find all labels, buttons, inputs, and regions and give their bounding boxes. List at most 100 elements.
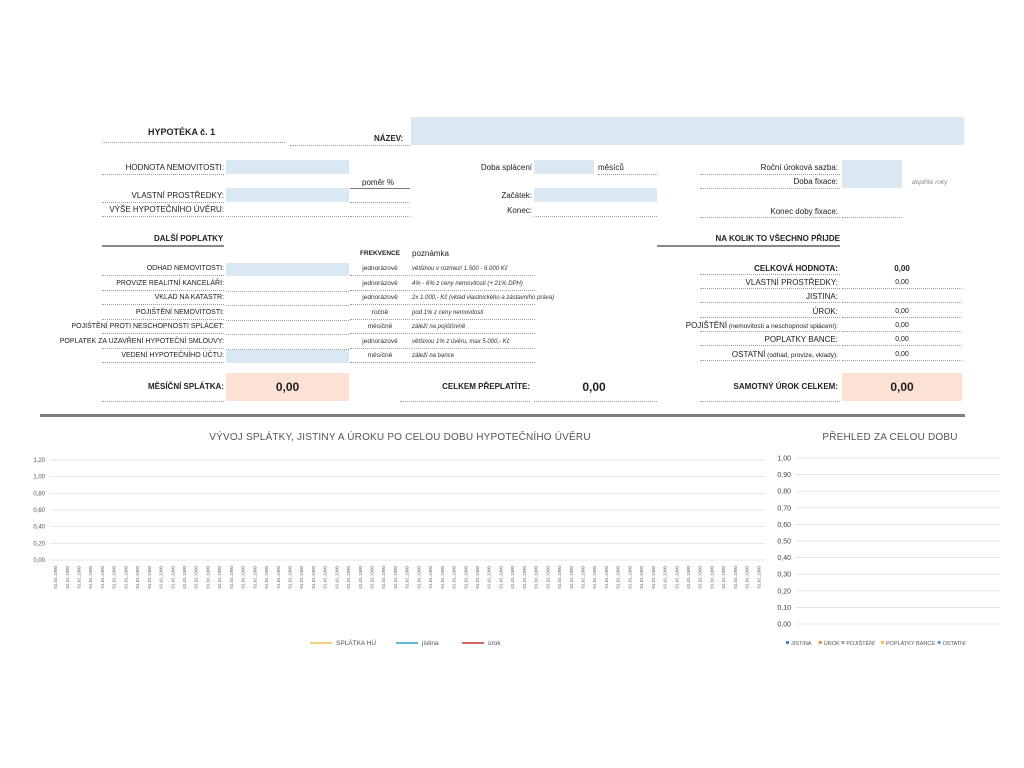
row-underline	[350, 318, 410, 320]
x-tick-label: 01.01.1900	[709, 566, 714, 589]
y-tick-label: 0,50	[777, 539, 791, 546]
summary-label: OSTATNÍ (odhad, provize, vklady):	[600, 350, 838, 359]
x-tick-label: 01.01.1900	[569, 566, 574, 589]
mortgage-amount-value-line	[226, 216, 349, 217]
row-underline	[412, 304, 535, 305]
summary-value: 0,00	[895, 279, 909, 286]
y-tick-label: 0,70	[777, 505, 791, 512]
name-label: NÁZEV:	[374, 134, 404, 143]
row-underline	[102, 318, 224, 320]
y-tick-label: 0,00	[777, 622, 791, 629]
row-underline	[400, 401, 530, 402]
fixation-period-label: Doba fixace:	[793, 177, 838, 186]
fee-frequency: jednorázově	[362, 279, 398, 287]
row-underline	[102, 174, 224, 175]
row-underline	[700, 359, 840, 361]
legend-swatch	[818, 641, 822, 644]
summary-label-text: JISTINA:	[805, 292, 838, 302]
fee-amount-input[interactable]	[226, 350, 349, 363]
x-tick-label: 01.01.1900	[663, 566, 668, 589]
x-tick-label: 01.01.1900	[557, 566, 562, 589]
fee-amount-input[interactable]	[226, 321, 349, 335]
summary-label: POJIŠTĚNÍ (nemovitosti a neschopnost spl…	[600, 321, 838, 330]
x-tick-label: 01.01.1900	[88, 566, 93, 589]
monthly-payment-label: MĚSÍČNÍ SPLÁTKA:	[148, 382, 224, 391]
x-tick-label: 01.01.1900	[358, 566, 363, 589]
row-underline	[842, 345, 962, 347]
mortgage-amount-label: VÝŠE HYPOTEČNÍHO ÚVĚRU:	[109, 205, 224, 214]
fee-label: POJIŠTĚNÍ PROTI NESCHOPNOSTI SPLÁCET:	[71, 323, 224, 330]
summary-value: 0,00	[895, 307, 909, 315]
x-tick-label: 01.01.1900	[147, 566, 152, 589]
row-underline	[842, 316, 962, 318]
x-tick-label: 01.01.1900	[428, 566, 433, 589]
fee-amount-input[interactable]	[226, 263, 349, 276]
start-date-input[interactable]	[534, 188, 657, 202]
summary-label-suffix: (nemovitosti a neschopnost splácení):	[727, 322, 838, 330]
x-tick-label: 01.01.1900	[65, 566, 70, 589]
y-tick-label: 0,60	[777, 522, 791, 529]
fee-note: pod 1% z ceny nemovitosti	[412, 309, 484, 316]
summary-label: JISTINA:	[600, 292, 838, 301]
fee-frequency: jednorázově	[362, 337, 398, 345]
x-tick-label: 01.01.1900	[522, 566, 527, 589]
x-tick-label: 01.01.1900	[123, 566, 128, 589]
x-tick-label: 01.01.1900	[733, 566, 738, 589]
summary-label-text: POJIŠTĚNÍ	[685, 320, 728, 330]
x-tick-label: 01.01.1900	[440, 566, 445, 589]
x-tick-label: 01.01.1900	[346, 566, 351, 589]
x-tick-label: 01.01.1900	[745, 566, 750, 589]
own-funds-input[interactable]	[226, 188, 349, 202]
legend-label: SPLÁTKA HÚ	[336, 638, 376, 647]
summary-label-text: OSTATNÍ	[731, 349, 766, 359]
row-underline	[412, 333, 535, 334]
property-value-label: HODNOTA NEMOVITOSTI:	[125, 163, 224, 172]
end-label: Konec:	[507, 206, 532, 215]
x-tick-label: 01.01.1900	[276, 566, 281, 589]
ratio-value-line	[350, 216, 410, 217]
x-tick-label: 01.01.1900	[721, 566, 726, 589]
y-tick-label: 1,00	[33, 475, 45, 481]
fee-amount-input[interactable]	[226, 307, 349, 321]
summary-heading-rule	[657, 245, 840, 247]
fee-amount-input[interactable]	[226, 292, 349, 306]
chart1-title: VÝVOJ SPLÁTKY, JISTINY A ÚROKU PO CELOU …	[209, 432, 591, 443]
x-tick-label: 01.01.1900	[381, 566, 386, 589]
y-tick-label: 0,20	[33, 541, 45, 547]
row-underline	[700, 288, 840, 289]
ratio-underline	[350, 188, 410, 189]
total-value-label: CELKOVÁ HODNOTA:	[754, 264, 838, 273]
x-tick-label: 01.01.1900	[616, 566, 621, 589]
ratio-label: poměr %	[362, 178, 395, 187]
summary-label: ÚROK:	[600, 307, 838, 316]
fee-amount-input[interactable]	[226, 278, 349, 292]
x-tick-label: 01.01.1900	[53, 566, 58, 589]
x-tick-label: 01.01.1900	[299, 566, 304, 589]
row-underline	[412, 362, 535, 363]
x-tick-label: 01.01.1900	[159, 566, 164, 589]
legend-swatch	[841, 641, 845, 644]
frequency-header: FREKVENCE	[359, 250, 401, 257]
name-input[interactable]	[411, 117, 964, 145]
repayment-period-input[interactable]	[534, 160, 594, 174]
x-tick-label: 01.01.1900	[76, 566, 81, 589]
legend-label: úrok	[488, 640, 501, 647]
overpay-value: 0,00	[582, 380, 606, 394]
fixation-end-label: Konec doby fixace:	[770, 207, 838, 216]
property-value-input[interactable]	[226, 160, 349, 174]
row-underline	[412, 347, 535, 349]
row-underline	[102, 216, 224, 217]
x-tick-label: 01.01.1900	[170, 566, 175, 589]
row-underline	[700, 316, 840, 318]
section-divider	[40, 414, 965, 417]
x-tick-label: 01.01.1900	[686, 566, 691, 589]
y-tick-label: 0,40	[777, 555, 791, 562]
row-underline	[102, 304, 224, 305]
fee-amount-input[interactable]	[226, 336, 349, 350]
row-underline	[842, 288, 962, 289]
row-underline	[102, 289, 224, 291]
annual-rate-input[interactable]	[842, 160, 902, 188]
y-tick-label: 0,20	[777, 588, 791, 595]
row-underline	[350, 289, 410, 291]
months-label: měsíců	[598, 163, 624, 172]
